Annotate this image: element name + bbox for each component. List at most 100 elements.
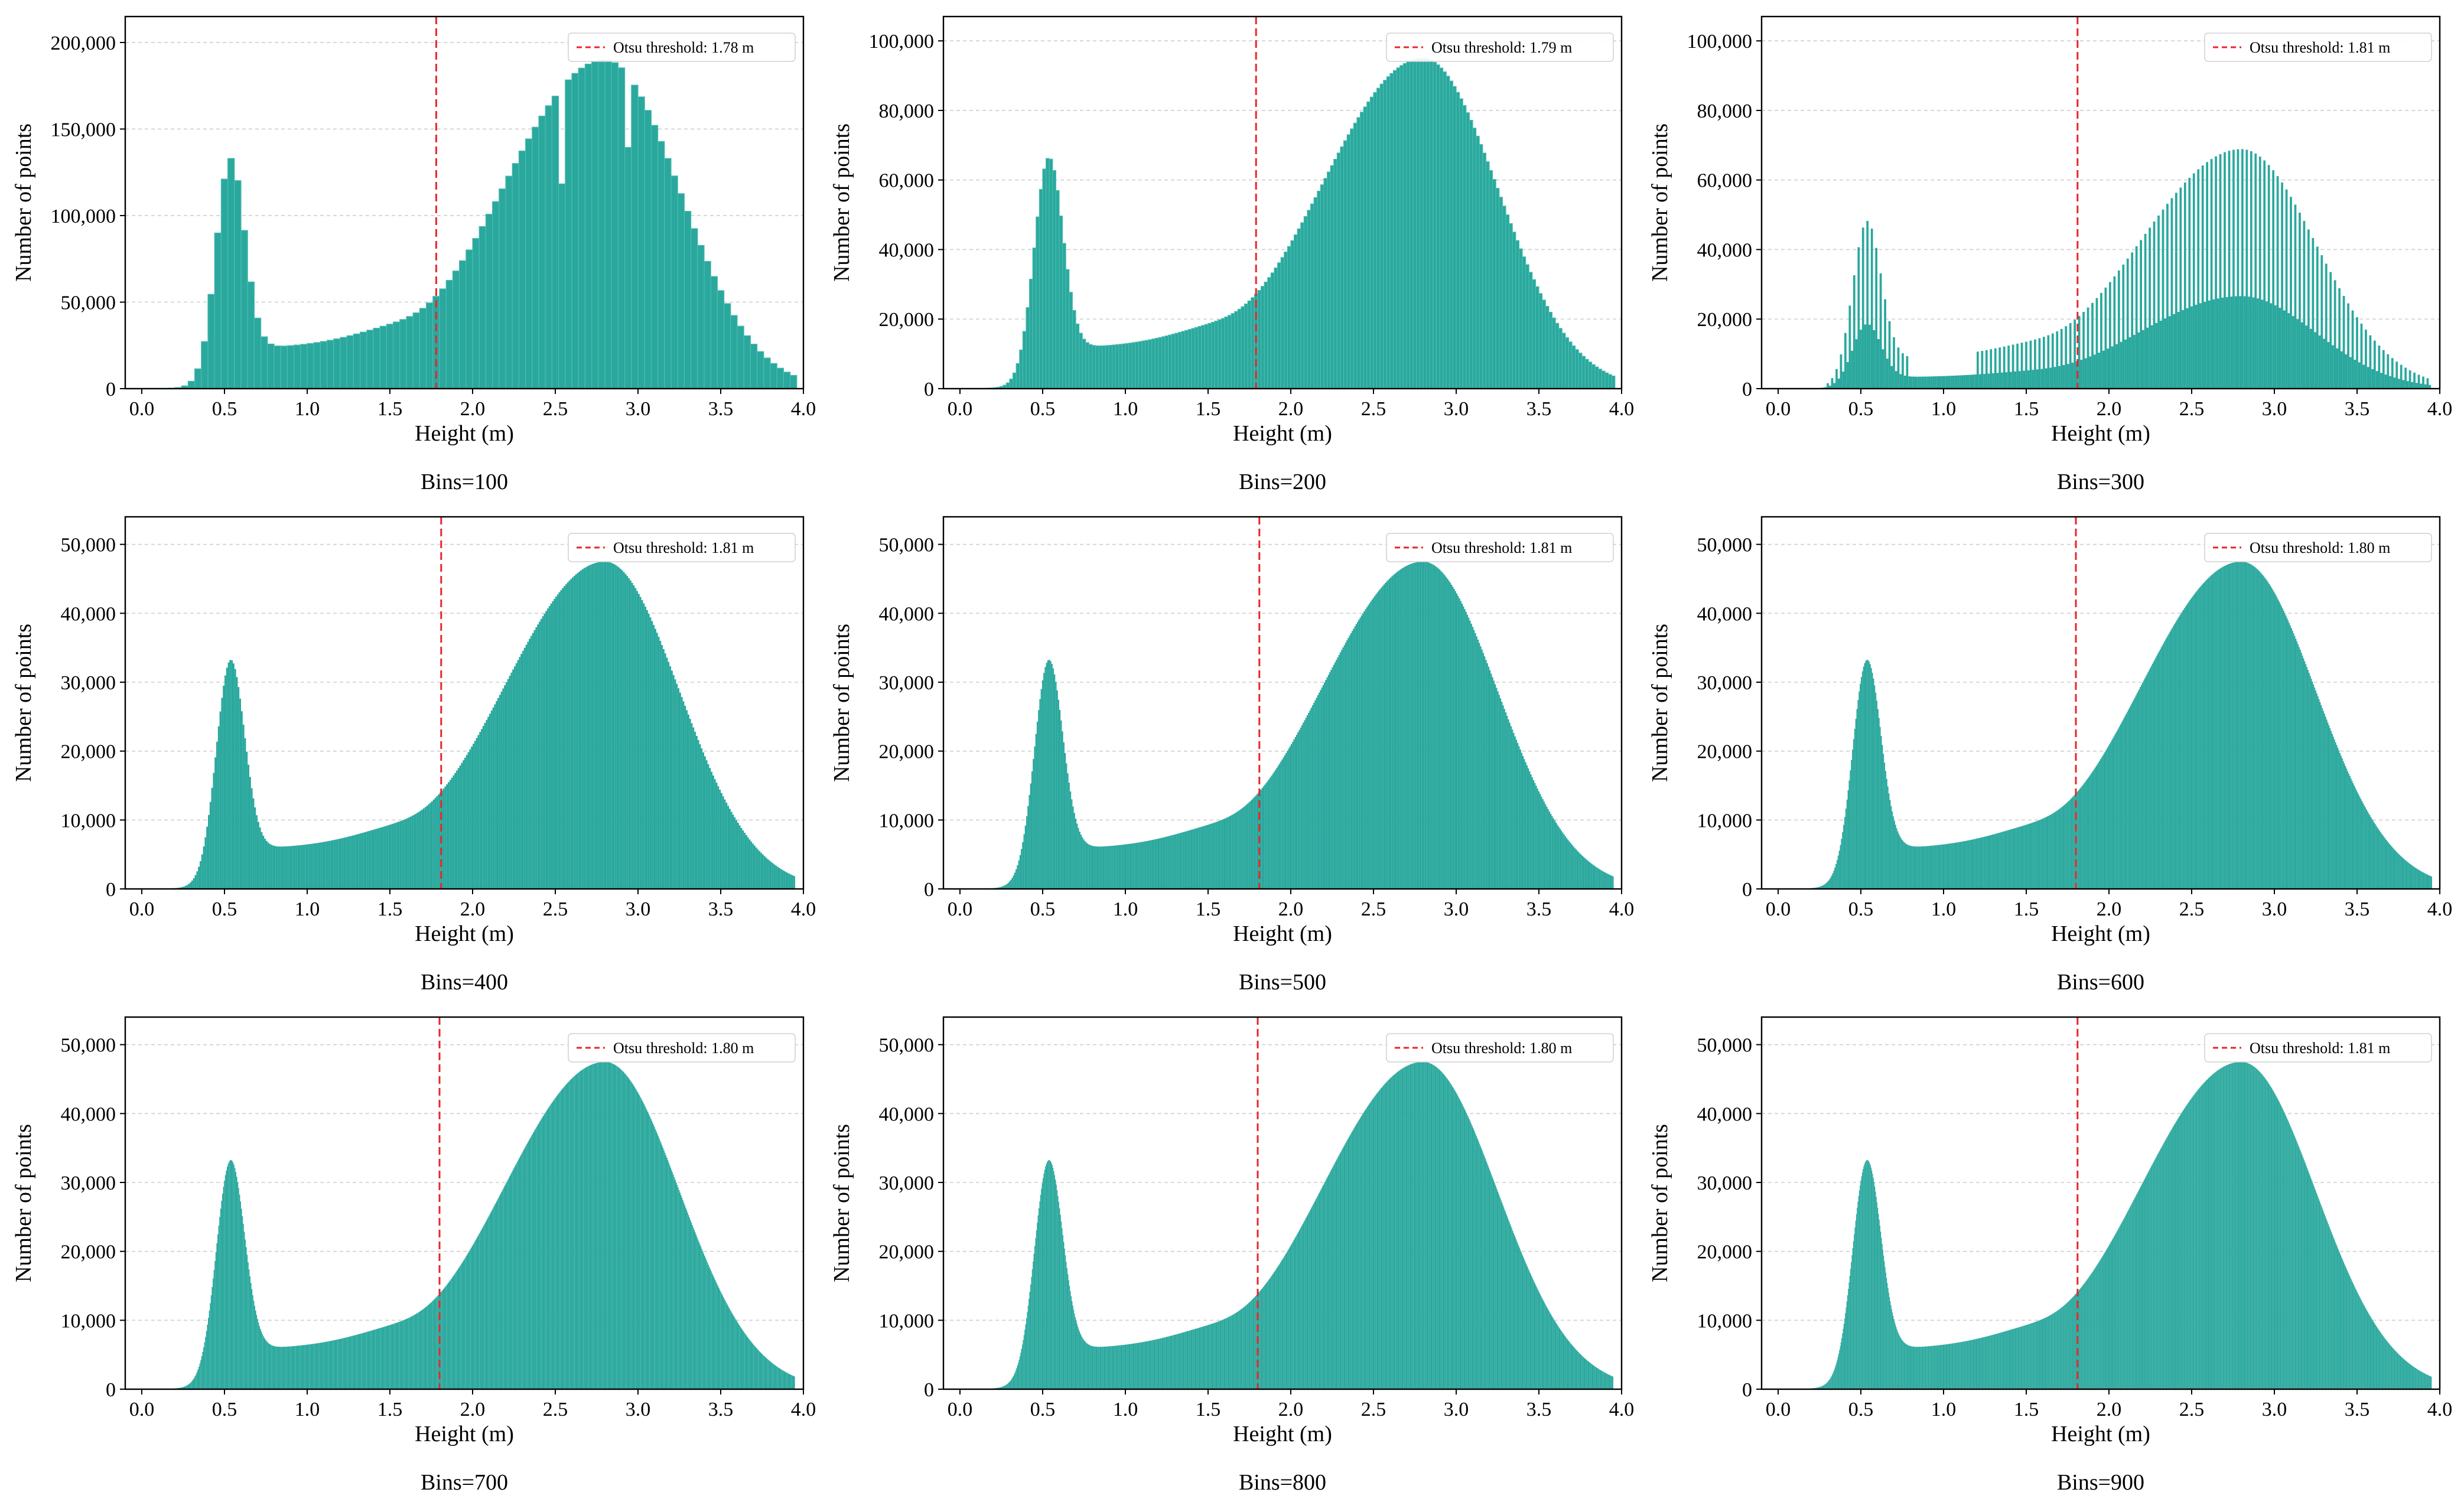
histogram-bar: [2261, 1073, 2262, 1389]
histogram-bar: [1340, 1152, 1342, 1389]
histogram-bar: [600, 562, 602, 889]
histogram-bar: [1022, 842, 1024, 889]
histogram-bar: [1161, 838, 1163, 889]
histogram-bar: [1599, 869, 1601, 889]
histogram-bar: [1312, 1205, 1313, 1389]
histogram-bar: [2326, 719, 2328, 889]
histogram-bar: [1944, 844, 1946, 889]
histogram-bar: [2323, 1213, 2325, 1389]
histogram-bar: [2211, 574, 2213, 889]
histogram-bar: [1317, 695, 1319, 889]
histogram-bar: [2260, 572, 2261, 889]
histogram-bar: [2263, 1076, 2264, 1389]
histogram-bar: [305, 1344, 307, 1389]
y-tick-label: 20,000: [879, 309, 935, 331]
histogram-bar: [2239, 296, 2241, 389]
histogram-bar: [1021, 849, 1023, 889]
histogram-bar: [1575, 349, 1579, 389]
histogram-bar: [522, 1152, 523, 1389]
histogram-bar: [2268, 1083, 2270, 1389]
histogram-bar: [1899, 836, 1901, 889]
histogram-bar: [1497, 691, 1499, 889]
histogram-bar: [1376, 1093, 1378, 1389]
histogram-bar: [2425, 1374, 2426, 1389]
histogram-bar: [1851, 1255, 1853, 1389]
histogram-bar: [1075, 323, 1080, 389]
histogram-bar: [1997, 1333, 1998, 1389]
histogram-bar: [1322, 685, 1324, 889]
histogram-bar: [1373, 92, 1378, 389]
histogram-bar: [1834, 867, 1836, 889]
histogram-bar: [2200, 585, 2202, 889]
histogram-bar: [477, 1236, 479, 1389]
histogram-bar: [1959, 375, 1961, 389]
histogram-bar: [1109, 1346, 1111, 1389]
histogram-bar: [1593, 1366, 1594, 1389]
histogram-bar: [723, 303, 731, 389]
histogram-bar: [1116, 845, 1118, 889]
x-tick-label: 1.5: [377, 398, 403, 420]
histogram-bar: [522, 650, 524, 889]
histogram-bar: [1193, 1329, 1194, 1389]
histogram-bar: [240, 230, 248, 389]
histogram-bar: [2314, 1187, 2315, 1389]
histogram-bar: [2266, 301, 2268, 389]
histogram-bar: [1463, 606, 1464, 889]
histogram-bar: [419, 1311, 421, 1389]
histogram-bar: [1896, 828, 1897, 889]
histogram-bar: [1274, 1271, 1275, 1389]
histogram-bar: [1357, 1122, 1358, 1389]
histogram-bar: [1529, 771, 1531, 889]
histogram-bar: [1106, 1346, 1108, 1389]
histogram-bar: [1438, 1069, 1440, 1389]
histogram-bar: [1843, 825, 1844, 889]
histogram-bar: [1052, 170, 1057, 389]
histogram-bar: [1504, 1209, 1505, 1389]
histogram-bar: [2417, 869, 2419, 889]
histogram-bar: [2063, 804, 2065, 889]
histogram-bar: [1087, 843, 1089, 889]
y-tick-label: 10,000: [879, 810, 935, 832]
histogram-bar: [1965, 374, 1968, 389]
histogram-bar: [337, 1339, 338, 1389]
histogram-bar: [1225, 1318, 1226, 1389]
histogram-bars: [1785, 149, 2432, 389]
histogram-bar: [294, 845, 296, 889]
histogram-bar: [1883, 754, 1884, 889]
histogram-bar: [2092, 771, 2094, 889]
histogram-bar: [504, 1185, 506, 1389]
histogram-bar: [2206, 162, 2208, 389]
histogram-bar: [522, 1151, 524, 1389]
histogram-bar: [1015, 363, 1020, 389]
histogram-bar: [206, 1331, 207, 1389]
histogram-bar: [2162, 1146, 2163, 1389]
x-tick-label: 2.0: [1278, 1399, 1304, 1420]
histogram-bar: [679, 1193, 681, 1389]
histogram-bar: [503, 1188, 504, 1389]
histogram-bar: [382, 1327, 383, 1389]
histogram-bar: [681, 697, 683, 889]
histogram-bar: [579, 1071, 581, 1389]
histogram-bar: [438, 794, 440, 889]
histogram-bar: [744, 832, 746, 889]
histogram-bar: [2197, 589, 2199, 889]
x-tick-label: 0.0: [129, 898, 155, 920]
histogram-bar: [1466, 614, 1469, 889]
histogram-bar: [352, 1335, 354, 1389]
histogram-bar: [2344, 1264, 2345, 1389]
x-tick-label: 2.5: [2179, 898, 2205, 920]
histogram-bar: [2105, 1251, 2107, 1389]
histogram-bar: [580, 1070, 581, 1389]
histogram-bar: [1932, 845, 1934, 889]
histogram-bar: [1308, 712, 1310, 889]
histogram-bar: [1144, 340, 1149, 389]
histogram-bar: [1936, 1345, 1937, 1389]
histogram-bar: [2360, 799, 2362, 889]
histogram-bar: [1576, 851, 1578, 889]
histogram-bar: [487, 1217, 489, 1389]
histogram-bar: [2164, 641, 2166, 889]
histogram-bar: [2218, 569, 2219, 889]
histogram-bar: [717, 1285, 718, 1389]
histogram-bar: [2064, 1305, 2065, 1389]
